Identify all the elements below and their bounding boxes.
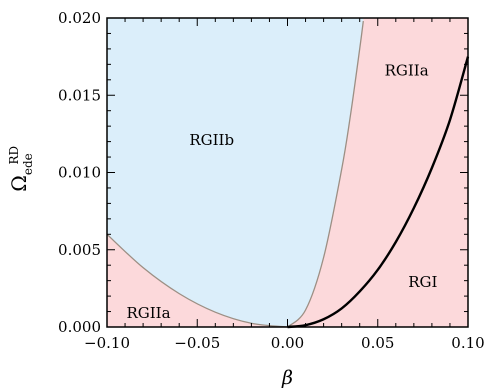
region-boundary-right	[287, 21, 364, 328]
x-axis-title: β	[281, 367, 293, 389]
axis-ticks	[106, 17, 469, 328]
region-label: RGIIa	[385, 62, 429, 80]
y-axis-title-sup: RD	[7, 146, 21, 165]
y-tick-label: 0.000	[58, 318, 101, 336]
region-label: RGIIa	[126, 304, 170, 322]
y-axis-title: Ωede RD	[7, 146, 35, 192]
region-label: RGIIb	[189, 131, 234, 149]
x-tick-label: 0.05	[361, 334, 394, 352]
x-tick-label: 0.10	[451, 334, 484, 352]
y-tick-label: 0.015	[58, 86, 101, 104]
y-axis-title-sub: ede	[21, 153, 35, 175]
y-tick-label: 0.005	[58, 241, 101, 259]
svg-text:Ωede: Ωede	[7, 153, 35, 191]
x-tick-label: −0.10	[84, 334, 130, 352]
region-fills	[107, 18, 468, 327]
x-tick-label: 0.00	[271, 334, 304, 352]
y-tick-label: 0.020	[58, 9, 101, 27]
x-tick-labels: −0.10 −0.05 0.00 0.05 0.10	[84, 334, 485, 352]
region-labels: RGIIb RGIIa RGI RGIIa	[126, 62, 437, 323]
y-tick-labels: 0.000 0.005 0.010 0.015 0.020	[58, 9, 101, 336]
y-axis-title-main: Ω	[7, 175, 31, 192]
rgi-boundary-curve	[287, 56, 470, 329]
region-fill-rgiib	[107, 18, 364, 327]
region-boundary-left	[106, 233, 288, 328]
y-tick-label: 0.010	[58, 164, 101, 182]
region-label: RGI	[408, 273, 437, 291]
x-tick-label: −0.05	[174, 334, 220, 352]
